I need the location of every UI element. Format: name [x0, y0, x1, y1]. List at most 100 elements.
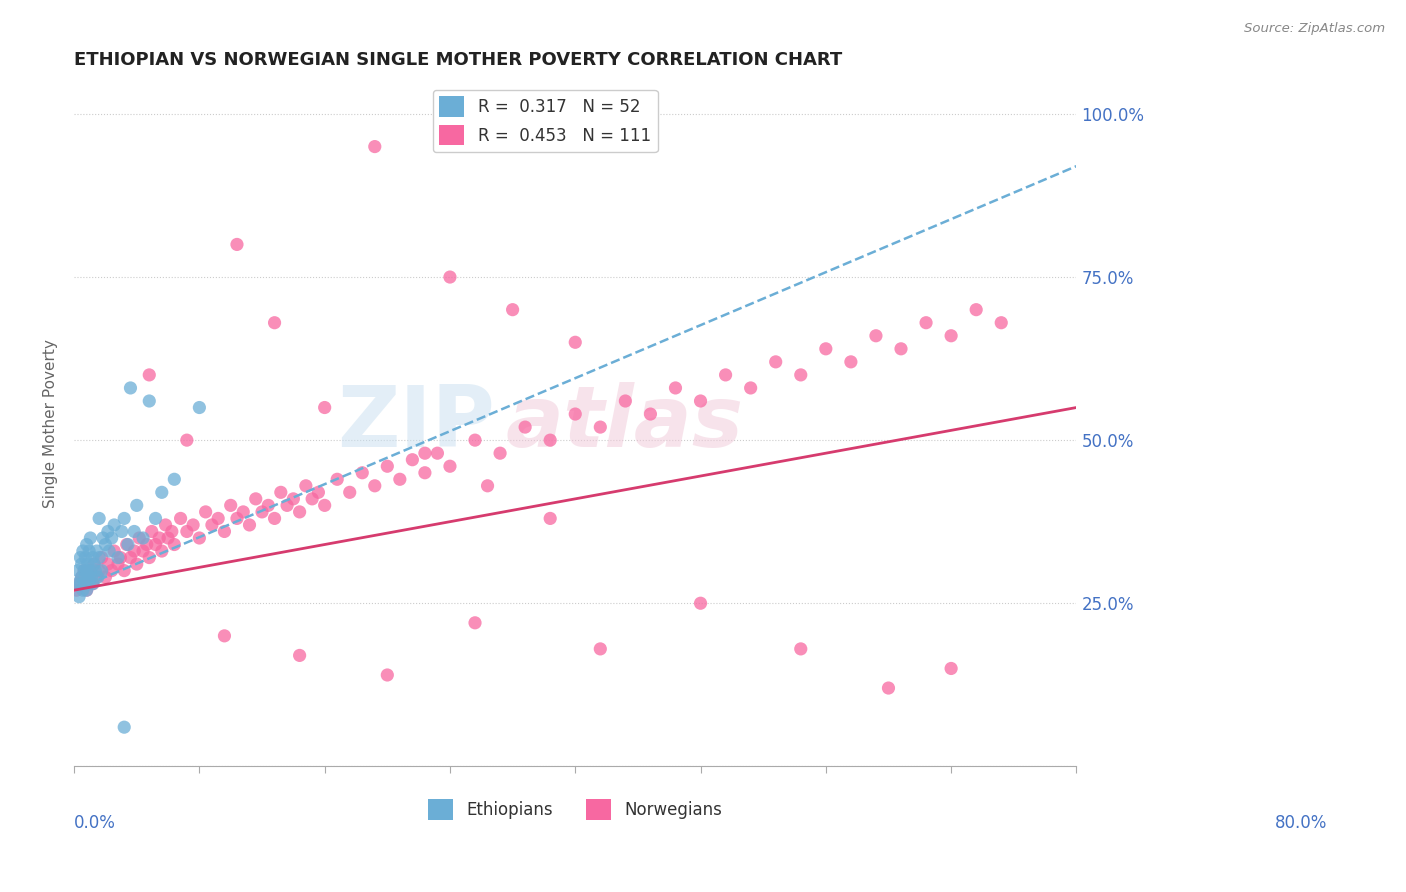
Point [640, 407, 662, 421]
Point [477, 479, 499, 493]
Point [65, 576, 87, 591]
Point [614, 394, 637, 409]
Point [538, 511, 561, 525]
Point [219, 499, 242, 513]
Point [790, 368, 813, 382]
Point [67, 590, 90, 604]
Point [181, 518, 204, 533]
Point [82, 576, 104, 591]
Point [288, 648, 311, 663]
Point [502, 302, 524, 317]
Point [132, 531, 155, 545]
Point [110, 550, 132, 565]
Point [138, 550, 160, 565]
Point [352, 466, 374, 480]
Point [120, 381, 142, 395]
Point [79, 531, 101, 545]
Point [83, 557, 105, 571]
Point [226, 511, 249, 525]
Point [439, 459, 461, 474]
Point [91, 531, 114, 545]
Point [76, 583, 98, 598]
Point [157, 531, 180, 545]
Point [339, 485, 361, 500]
Point [426, 446, 449, 460]
Point [288, 505, 311, 519]
Point [939, 661, 962, 675]
Point [664, 381, 686, 395]
Point [939, 328, 962, 343]
Point [141, 524, 163, 539]
Point [100, 531, 122, 545]
Point [145, 511, 167, 525]
Point [120, 550, 142, 565]
Point [89, 564, 111, 578]
Point [207, 511, 229, 525]
Point [150, 485, 173, 500]
Point [125, 499, 148, 513]
Point [138, 394, 160, 409]
Point [314, 499, 336, 513]
Point [965, 302, 987, 317]
Point [77, 570, 100, 584]
Point [238, 518, 260, 533]
Point [489, 446, 512, 460]
Point [112, 720, 135, 734]
Text: 80.0%: 80.0% [1275, 814, 1327, 832]
Point [314, 401, 336, 415]
Point [100, 564, 122, 578]
Point [188, 401, 211, 415]
Point [814, 342, 837, 356]
Point [263, 511, 285, 525]
Point [107, 557, 129, 571]
Point [73, 564, 96, 578]
Point [122, 544, 145, 558]
Point [401, 452, 423, 467]
Point [76, 583, 98, 598]
Point [94, 537, 117, 551]
Point [364, 139, 387, 153]
Point [214, 524, 236, 539]
Point [138, 368, 160, 382]
Point [135, 537, 157, 551]
Point [990, 316, 1012, 330]
Point [201, 518, 224, 533]
Point [69, 550, 91, 565]
Point [90, 550, 112, 565]
Point [375, 459, 398, 474]
Point [145, 537, 167, 551]
Point [413, 466, 436, 480]
Point [375, 668, 398, 682]
Point [589, 641, 612, 656]
Point [80, 570, 103, 584]
Point [301, 491, 323, 506]
Point [589, 420, 612, 434]
Point [72, 544, 94, 558]
Point [790, 641, 813, 656]
Point [97, 557, 120, 571]
Text: 0.0%: 0.0% [75, 814, 115, 832]
Point [155, 518, 177, 533]
Point [132, 544, 155, 558]
Point [226, 237, 249, 252]
Point [714, 368, 737, 382]
Point [65, 583, 87, 598]
Point [765, 355, 787, 369]
Point [388, 472, 411, 486]
Y-axis label: Single Mother Poverty: Single Mother Poverty [44, 339, 58, 508]
Point [148, 531, 170, 545]
Point [307, 485, 329, 500]
Point [112, 564, 135, 578]
Point [86, 544, 108, 558]
Point [90, 564, 112, 578]
Point [464, 615, 486, 630]
Point [77, 576, 100, 591]
Legend: Ethiopians, Norwegians: Ethiopians, Norwegians [422, 793, 730, 827]
Point [70, 570, 93, 584]
Point [257, 499, 280, 513]
Point [79, 564, 101, 578]
Point [94, 570, 117, 584]
Point [214, 629, 236, 643]
Point [73, 564, 96, 578]
Point [564, 335, 586, 350]
